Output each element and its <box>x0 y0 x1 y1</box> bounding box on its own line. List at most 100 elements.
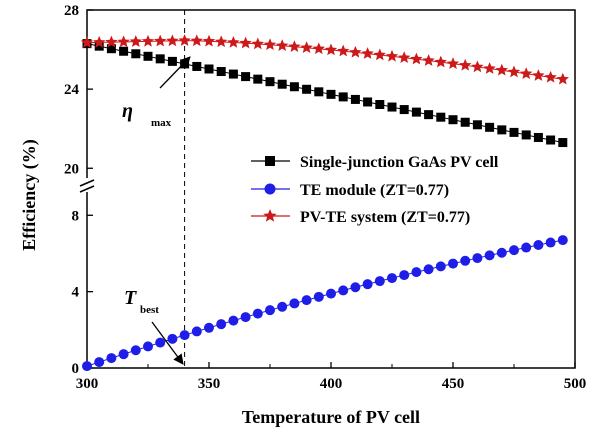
data-point-square <box>241 72 251 82</box>
annotation-eta-arrow <box>159 56 191 89</box>
annotation-t-sub: best <box>140 304 159 316</box>
data-point-circle <box>228 315 239 326</box>
data-point-star <box>288 40 301 52</box>
data-point-square <box>521 130 531 140</box>
axis-break <box>79 178 95 193</box>
data-point-square <box>485 122 495 132</box>
data-point-star <box>227 35 240 48</box>
data-point-circle <box>301 295 312 306</box>
annotation-eta-sub: max <box>151 117 172 129</box>
data-point-star <box>129 35 142 47</box>
data-point-square <box>143 51 153 61</box>
data-point-circle <box>521 242 532 253</box>
data-point-star <box>202 34 216 47</box>
data-point-circle <box>411 267 422 278</box>
data-point-circle <box>557 235 568 246</box>
data-point-square <box>448 115 458 125</box>
data-point-square <box>387 102 397 112</box>
data-point-circle <box>448 258 458 269</box>
data-point-square <box>363 97 373 107</box>
data-point-star <box>507 65 521 78</box>
annotation-t-best: T best <box>124 287 184 365</box>
x-tick-label: 450 <box>442 376 465 392</box>
y-tick-label: 4 <box>72 285 80 301</box>
y-tick-label: 0 <box>72 361 80 377</box>
data-point-circle <box>484 250 495 261</box>
data-point-star <box>459 58 472 71</box>
data-point-circle <box>374 276 385 287</box>
data-point-circle <box>326 288 336 299</box>
y-axis-title: Efficiency (%) <box>19 139 40 250</box>
x-tick-label: 350 <box>198 376 221 392</box>
data-point-star <box>80 36 94 48</box>
data-point-circle <box>252 308 263 319</box>
data-point-circle <box>545 237 556 248</box>
data-point-star <box>483 62 496 74</box>
data-point-circle <box>313 291 324 302</box>
data-point-square <box>167 56 177 66</box>
data-point-circle <box>143 341 153 352</box>
data-point-square <box>546 135 556 145</box>
data-point-circle <box>204 322 214 333</box>
data-point-square <box>424 110 434 120</box>
y-axis-ticks: 20 24 28 0 4 8 <box>64 3 93 377</box>
data-point-square <box>192 61 202 71</box>
data-point-circle <box>435 261 446 272</box>
data-point-star <box>337 44 350 57</box>
series-gaas-line <box>86 43 563 144</box>
data-point-star <box>300 41 313 53</box>
data-point-circle <box>387 273 397 284</box>
data-point-star <box>215 35 228 48</box>
y-tick-label: 24 <box>64 82 80 98</box>
data-point-circle <box>423 264 434 275</box>
data-point-square <box>326 89 336 99</box>
legend-label-pvte: PV-TE system (ZT=0.77) <box>300 209 470 226</box>
data-point-star <box>385 49 399 62</box>
data-point-square <box>338 92 348 102</box>
data-point-circle <box>399 270 410 281</box>
data-point-star <box>154 34 167 47</box>
data-point-star <box>495 63 508 76</box>
data-point-square <box>228 69 238 79</box>
legend-label-gaas: Single-junction GaAs PV cell <box>300 154 499 171</box>
data-point-circle <box>533 240 544 251</box>
legend: Single-junction GaAs PV cell TE module (… <box>251 154 499 226</box>
data-point-square <box>509 127 519 137</box>
data-point-star <box>422 54 435 66</box>
legend-label-te: TE module (ZT=0.77) <box>300 182 449 199</box>
data-point-star <box>373 48 386 61</box>
data-point-star <box>93 35 106 48</box>
data-point-square <box>265 77 275 87</box>
data-point-square <box>155 54 165 64</box>
data-point-circle <box>240 312 251 323</box>
data-point-square <box>314 87 324 97</box>
series-pv-te-system <box>80 34 569 85</box>
data-point-circle <box>362 279 373 290</box>
data-point-star <box>166 34 179 47</box>
data-point-square <box>411 107 421 117</box>
data-point-square <box>558 138 568 148</box>
data-point-star <box>398 51 411 63</box>
data-point-star <box>410 52 423 65</box>
data-point-star <box>117 35 130 48</box>
data-point-square <box>460 117 470 127</box>
data-point-square <box>216 67 226 77</box>
data-point-circle <box>118 349 129 360</box>
data-point-star <box>251 37 264 50</box>
data-point-circle <box>216 319 227 330</box>
legend-circle-marker <box>264 183 276 195</box>
data-point-star <box>190 34 203 47</box>
annotation-t-main: T <box>124 287 137 309</box>
data-point-circle <box>509 245 519 256</box>
data-point-circle <box>191 326 202 337</box>
data-point-square <box>375 100 385 109</box>
data-point-circle <box>265 305 275 316</box>
data-point-star <box>520 67 533 80</box>
data-point-star <box>446 57 460 69</box>
data-point-circle <box>155 337 166 348</box>
data-point-square <box>350 94 360 104</box>
data-point-square <box>180 59 190 69</box>
data-point-star <box>361 47 374 59</box>
data-point-square <box>204 64 214 74</box>
